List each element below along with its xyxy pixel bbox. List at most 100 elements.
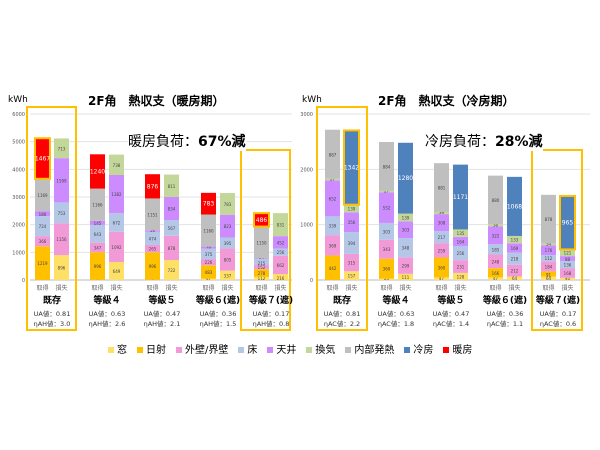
ua-value: UA値：0.63 <box>89 309 126 318</box>
bar-value-label: 315 <box>348 261 356 266</box>
bar-type-label: 損失 <box>274 284 286 292</box>
bar-value-label: 152 <box>258 265 266 270</box>
bar-segment-gain <box>379 141 394 191</box>
bar-value-label: 724 <box>39 224 47 229</box>
bar-segment-gain <box>35 211 50 217</box>
bar-value-label: 483 <box>205 270 213 275</box>
bar-value-label: 64 <box>546 276 552 281</box>
bar-value-label: 1068 <box>507 203 522 210</box>
bar-type-label: 取得 <box>202 284 214 292</box>
bar-segment-gain <box>90 242 105 253</box>
bar-segment-loss <box>507 264 522 277</box>
bar-segment-gain <box>379 278 394 280</box>
cooling-annotation-prefix: 冷房負荷： <box>425 134 495 150</box>
cooling-y-unit: kWh <box>302 95 322 105</box>
bar-value-label: 348 <box>402 246 410 251</box>
bar-value-label: 343 <box>383 247 391 252</box>
bar-value-label: 308 <box>438 221 446 226</box>
bar-segment-gain <box>35 216 50 237</box>
bar-segment-loss <box>344 271 359 280</box>
y-tick-label: 6000 <box>12 112 25 118</box>
bar-value-label: 360 <box>383 267 391 272</box>
legend-item: 暖房 <box>443 341 472 356</box>
bar-segment-loss <box>343 129 360 206</box>
bar-value-label: 216 <box>277 276 285 281</box>
legend-label: 暖房 <box>452 345 473 356</box>
bar-value-label: 878 <box>545 217 553 222</box>
bar-segment-loss <box>560 260 575 269</box>
bar-segment-gain <box>35 236 50 247</box>
y-tick-label: 3000 <box>300 112 313 118</box>
legend-label: 天井 <box>276 345 297 356</box>
ua-value: UA値：0.36 <box>200 309 237 318</box>
bar-segment-gain <box>34 137 51 180</box>
bar-segment-loss <box>109 213 124 232</box>
bar-segment-gain <box>253 212 270 228</box>
ua-value: UA値：0.47 <box>144 309 181 318</box>
highlight-box <box>26 106 77 331</box>
bar-segment-gain <box>488 175 503 225</box>
bar-segment-loss <box>220 248 235 271</box>
legend-swatch <box>404 347 411 353</box>
legend-swatch <box>443 347 450 353</box>
bar-value-label: 184 <box>545 264 553 269</box>
eta-value: ηAH値：1.5 <box>200 319 237 328</box>
bar-segment-loss <box>507 276 522 280</box>
bar-value-label: 834 <box>168 207 176 212</box>
bar-segment-gain <box>488 254 503 269</box>
legend-label: 外壁/界壁 <box>185 345 229 356</box>
y-tick-label: 5000 <box>12 140 25 146</box>
bar-segment-loss <box>164 260 179 280</box>
bar-segment-gain <box>145 231 160 245</box>
eta-value: ηAH値：2.1 <box>144 319 181 328</box>
bar-segment-loss <box>398 257 413 274</box>
bar-segment-gain <box>488 277 503 280</box>
bar-segment-gain <box>201 265 216 279</box>
bar-segment-loss <box>453 164 468 230</box>
legend-item: 床 <box>238 341 257 356</box>
bar-segment-gain <box>541 194 556 244</box>
bar-segment-gain <box>325 255 340 280</box>
bar-value-label: 168 <box>564 271 572 276</box>
heating-annotation: 暖房負荷：67%減 <box>128 131 246 151</box>
highlight-box <box>316 106 368 331</box>
bar-segment-gain <box>201 259 216 266</box>
bar-segment-loss <box>560 256 575 261</box>
bar-value-label: 299 <box>402 264 410 269</box>
bar-segment-loss <box>273 236 288 249</box>
bar-value-label: 88 <box>565 257 571 262</box>
bar-segment-loss <box>220 214 235 238</box>
bar-segment-loss <box>273 213 288 237</box>
bar-segment-gain <box>434 163 449 212</box>
ua-value: UA値：0.47 <box>433 309 470 318</box>
bar-value-label: 248 <box>492 259 500 264</box>
bar-segment-gain <box>254 276 269 280</box>
bar-value-label: 1156 <box>56 237 67 242</box>
bar-value-label: 111 <box>402 275 410 280</box>
group-label: 既存 <box>43 294 61 306</box>
bar-value-label: 1171 <box>453 194 468 201</box>
bar-value-label: 887 <box>329 152 337 157</box>
group-label: 等級５ <box>147 294 175 306</box>
bar-type-label: 取得 <box>146 284 158 292</box>
bar-value-label: 265 <box>149 247 157 252</box>
bar-value-label: 783 <box>224 202 232 207</box>
bar-value-label: 164 <box>457 239 465 244</box>
bar-value-label: 133 <box>511 238 519 243</box>
bar-segment-loss <box>453 245 468 261</box>
bar-value-label: 1151 <box>147 212 158 217</box>
bar-value-label: 896 <box>58 266 66 271</box>
legend-label: 床 <box>247 345 258 356</box>
bar-value-label: 649 <box>113 269 121 274</box>
bar-value-label: 1467 <box>35 156 50 163</box>
group-label: 等級７(遮) <box>535 294 580 306</box>
bar-value-label: 738 <box>113 163 121 168</box>
bar-value-label: 112 <box>258 276 266 281</box>
ua-value: UA値：0.17 <box>540 309 577 318</box>
bar-value-label: 884 <box>383 164 391 169</box>
legend-swatch <box>345 347 352 353</box>
ua-value: UA値：0.63 <box>378 309 415 318</box>
bar-segment-loss <box>398 273 413 280</box>
bar-value-label: 662 <box>277 263 285 268</box>
bar-value-label: 1382 <box>111 192 122 197</box>
